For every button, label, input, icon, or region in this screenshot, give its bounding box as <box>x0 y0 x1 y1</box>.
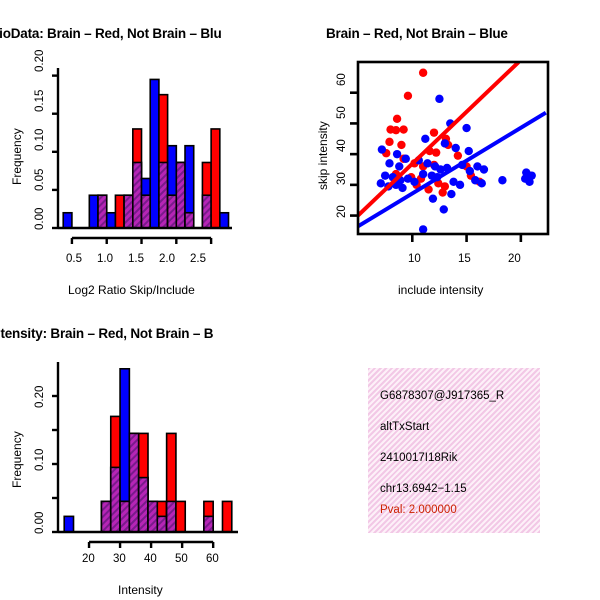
pval-text: Pval: 2.000000 <box>380 504 457 516</box>
intensity-xtick-3: 50 <box>175 553 188 565</box>
intensity-histogram-title: ne Itensity: Brain – Red, Not Brain – B <box>0 326 214 341</box>
scatter-title: Brain – Red, Not Brain – Blue <box>326 26 508 41</box>
panel-ratio-histogram: RatioData: Brain – Red, Not Brain – Blu … <box>0 0 300 300</box>
ratio-xtick-1: 1.0 <box>97 253 113 265</box>
panel-intensity-scatter: Brain – Red, Not Brain – Blue skip inten… <box>300 0 600 300</box>
ratio-histogram-plot <box>52 68 232 244</box>
scatter-xlabel: include intensity <box>398 283 484 297</box>
intensity-histogram-plot <box>52 362 238 548</box>
scatter-xtick-1: 15 <box>458 253 471 265</box>
panel-intensity-histogram: ne Itensity: Brain – Red, Not Brain – B … <box>0 300 300 600</box>
ratio-xtick-0: 0.5 <box>66 253 82 265</box>
ratio-xtick-3: 2.0 <box>159 253 175 265</box>
intensity-histogram-xlabel: Intensity <box>118 583 163 597</box>
locus-text: chr13.6942−1.15 <box>380 483 467 495</box>
scatter-xtick-2: 20 <box>508 253 521 265</box>
gene-name-text: 2410017I18Rik <box>380 452 458 464</box>
ratio-xtick-2: 1.5 <box>128 253 144 265</box>
intensity-xtick-2: 40 <box>144 553 157 565</box>
ratio-histogram-title: RatioData: Brain – Red, Not Brain – Blu <box>0 26 222 41</box>
ratio-xtick-4: 2.5 <box>190 253 206 265</box>
intensity-xtick-4: 60 <box>206 553 219 565</box>
scatter-xtick-0: 10 <box>408 253 421 265</box>
scatter-plot <box>350 60 550 242</box>
intensity-xtick-1: 30 <box>113 553 126 565</box>
ratio-histogram-xlabel: Log2 Ratio Skip/Include <box>68 283 195 297</box>
intensity-xtick-0: 20 <box>82 553 95 565</box>
probe-id-text: G6878307@J917365_R <box>380 390 505 402</box>
probe-info-panel: G6878307@J917365_R altTxStart 2410017I18… <box>368 368 540 533</box>
event-type-text: altTxStart <box>380 421 430 433</box>
panel-hatch-background <box>368 368 540 533</box>
